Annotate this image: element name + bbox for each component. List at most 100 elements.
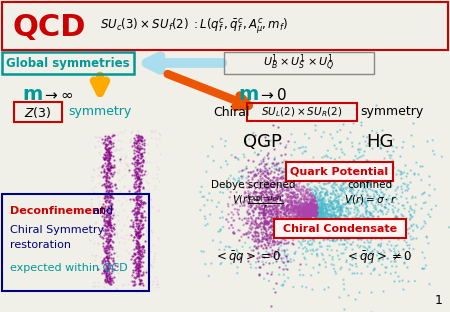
Point <box>106 197 113 202</box>
Point <box>255 240 262 245</box>
Point <box>399 213 406 218</box>
Point <box>356 164 363 169</box>
Point <box>121 236 128 241</box>
Point <box>360 196 368 201</box>
Point <box>306 208 313 213</box>
Point <box>351 222 359 227</box>
Point <box>320 181 327 186</box>
Point <box>320 200 328 205</box>
Point <box>318 222 325 227</box>
Point <box>289 212 296 217</box>
Point <box>256 191 263 196</box>
Point <box>261 216 268 221</box>
Point <box>310 198 317 203</box>
Point <box>138 139 145 144</box>
Point <box>371 222 378 227</box>
Point <box>396 278 403 283</box>
Point <box>272 212 279 217</box>
Point <box>324 193 331 197</box>
Point <box>267 271 274 276</box>
Point <box>314 212 321 217</box>
Point <box>299 251 306 256</box>
Point <box>337 184 344 189</box>
Point <box>319 202 326 207</box>
Point <box>289 203 296 208</box>
Point <box>341 180 348 185</box>
Point <box>106 163 113 168</box>
Point <box>94 138 102 143</box>
Point <box>298 208 306 213</box>
Point <box>296 178 303 183</box>
Point <box>148 264 156 269</box>
Point <box>337 171 344 176</box>
Point <box>307 208 314 213</box>
Point <box>306 213 313 218</box>
Point <box>306 225 313 230</box>
Point <box>324 211 331 216</box>
Point <box>417 163 424 168</box>
Point <box>313 203 320 208</box>
Point <box>339 210 346 215</box>
Point <box>124 215 131 220</box>
Point <box>287 231 294 236</box>
Point <box>311 184 318 189</box>
Point <box>109 266 116 271</box>
Point <box>297 213 304 218</box>
Point <box>220 224 227 229</box>
Point <box>330 212 338 217</box>
Point <box>257 210 264 215</box>
Point <box>365 186 372 191</box>
Point <box>132 243 140 248</box>
Point <box>260 225 267 230</box>
Point <box>136 166 143 171</box>
Point <box>250 219 257 224</box>
Point <box>290 285 297 290</box>
Point <box>139 225 146 230</box>
Point <box>302 256 309 261</box>
Point <box>135 274 142 279</box>
Point <box>295 213 302 218</box>
Point <box>132 160 140 165</box>
Point <box>274 246 281 251</box>
Point <box>319 196 326 201</box>
Point <box>302 223 310 228</box>
Point <box>308 216 315 221</box>
Point <box>310 236 317 241</box>
Point <box>305 193 312 198</box>
Point <box>264 234 271 239</box>
Point <box>247 221 254 226</box>
Point <box>281 179 288 184</box>
Point <box>310 207 318 212</box>
Point <box>312 203 319 208</box>
Point <box>135 246 143 251</box>
Point <box>307 217 314 222</box>
Point <box>263 207 270 212</box>
Point <box>284 256 291 261</box>
Point <box>289 207 296 212</box>
Point <box>273 192 280 197</box>
Point <box>391 278 398 283</box>
Point <box>314 209 321 214</box>
Point <box>304 203 311 208</box>
Point <box>306 207 314 212</box>
Point <box>107 223 114 228</box>
Point <box>387 167 395 172</box>
Point <box>267 138 274 143</box>
Point <box>307 209 314 214</box>
Point <box>342 185 349 190</box>
Point <box>280 202 287 207</box>
Point <box>302 192 309 197</box>
Point <box>105 214 112 219</box>
Point <box>303 171 310 176</box>
Point <box>268 254 275 259</box>
Point <box>304 204 311 209</box>
Point <box>311 224 318 229</box>
Point <box>392 223 399 228</box>
Point <box>262 161 269 166</box>
Point <box>265 176 272 181</box>
Point <box>405 185 412 190</box>
Point <box>260 209 267 214</box>
Point <box>299 211 306 216</box>
Point <box>327 212 334 217</box>
Text: Global symmetries: Global symmetries <box>6 56 130 70</box>
